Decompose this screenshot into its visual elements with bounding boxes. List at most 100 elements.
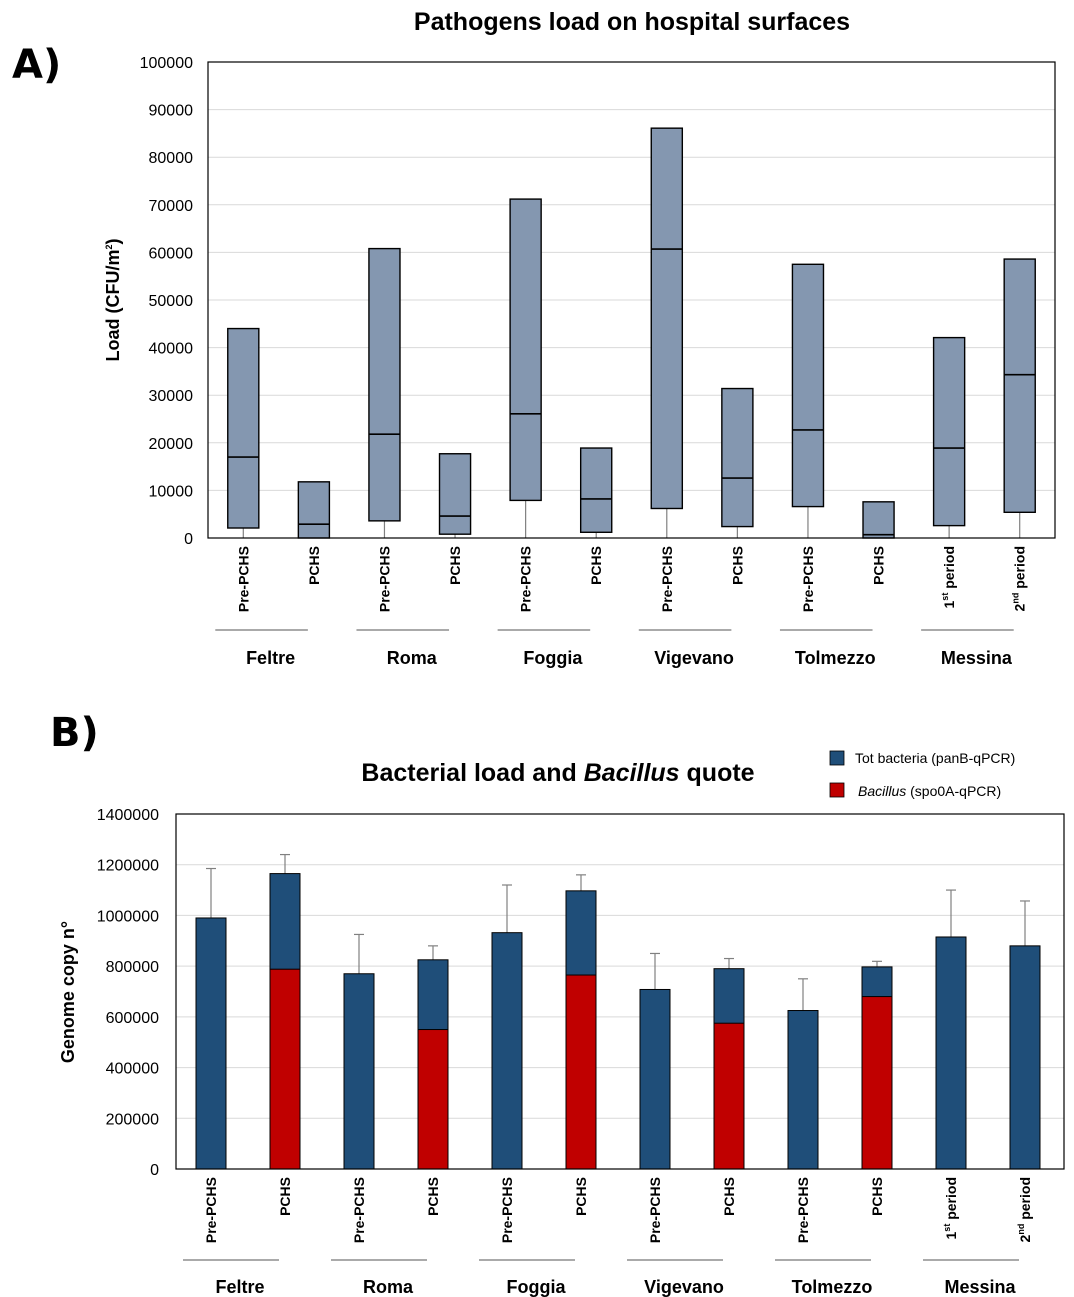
panel-b-title: Bacterial load and Bacillus quote [361,759,754,787]
group-label-roma: Roma [363,1277,414,1297]
category-label-foggia-pchs: PCHS [588,546,604,585]
category-label-vigevano-pchs: PCHS [721,1177,737,1216]
group-label-tolmezzo: Tolmezzo [792,1277,873,1297]
group-label-foggia: Foggia [507,1277,567,1297]
category-label-roma-pchs: PCHS [447,546,463,585]
category-label-suffix: period [1012,546,1028,593]
category-label-feltre-pre-pchs: Pre-PCHS [235,546,251,612]
box-messina-1st [932,336,966,527]
category-label-superscript: nd [1016,1224,1026,1235]
box-roma-pre-pchs [368,247,401,522]
category-label-text: 2 [1012,603,1028,611]
y-tick-label-400000: 400000 [106,1061,159,1078]
category-label-roma-pre-pchs: Pre-PCHS [376,546,392,612]
y-tick-label-90000: 90000 [149,103,194,120]
category-label-text: PCHS [425,1177,441,1216]
y-tick-label-0: 0 [150,1162,159,1179]
category-label-text: Pre-PCHS [795,1177,811,1243]
y-tick-label-70000: 70000 [149,198,194,215]
group-label-vigevano: Vigevano [644,1277,724,1297]
y-tick-label-1000000: 1000000 [97,908,159,925]
bar-tot-bacteria-roma-pre-pchs [343,973,375,1170]
box-vigevano-pchs [721,387,754,528]
category-label-messina-2nd: 2nd period [1016,1177,1033,1242]
y-tick-label-600000: 600000 [106,1010,159,1027]
category-label-text: Pre-PCHS [647,1177,663,1243]
legend-label-bacillus: Bacillus (spo0A-qPCR) [858,783,1001,799]
y-tick-label-200000: 200000 [106,1111,159,1128]
group-label-vigevano: Vigevano [654,648,734,668]
panel-a-boxes [227,127,1036,539]
box-roma-pchs [438,453,472,535]
category-label-text: Pre-PCHS [351,1177,367,1243]
category-label-text: PCHS [306,546,322,585]
bar-tot-bacteria-messina-1st [935,936,967,1170]
category-label-tolmezzo-pre-pchs: Pre-PCHS [795,1177,811,1243]
group-label-feltre: Feltre [215,1277,264,1297]
y-tick-label-30000: 30000 [149,388,194,405]
panel-b-legend: Tot bacteria (panB-qPCR) Bacillus (spo0A… [829,750,1015,799]
category-label-text: Pre-PCHS [235,546,251,612]
bar-tot-bacteria-messina-2nd [1009,945,1041,1170]
category-label-text: PCHS [871,546,887,585]
category-label-feltre-pchs: PCHS [306,546,322,585]
category-label-text: PCHS [721,1177,737,1216]
panel-b-x-categories: Pre-PCHS PCHS Pre-PCHS PCHS Pre-PCHS PCHS Pre-… [183,1177,1033,1297]
category-label-foggia-pchs: PCHS [573,1177,589,1216]
panel-b-y-axis-title: Genome copy n° [58,921,78,1063]
category-label-text: PCHS [447,546,463,585]
group-label-tolmezzo: Tolmezzo [795,648,876,668]
panel-b-label: B) [50,710,99,756]
bar-bacillus-foggia-pchs [565,974,597,1170]
panel-a-y-ticks: 0 10000 20000 30000 40000 50000 60000 70000 8000… [140,55,193,548]
category-label-superscript: st [940,593,950,601]
bar-tot-bacteria-tolmezzo-pre-pchs [787,1010,819,1170]
y-tick-label-20000: 20000 [149,436,194,453]
category-label-text: PCHS [729,546,745,585]
category-label-foggia-pre-pchs: Pre-PCHS [499,1177,515,1243]
category-label-text: Pre-PCHS [499,1177,515,1243]
category-label-text: 1 [943,1231,959,1239]
group-label-messina: Messina [944,1277,1016,1297]
category-label-text: Pre-PCHS [203,1177,219,1243]
category-label-tolmezzo-pchs: PCHS [871,546,887,585]
panel-a-plot-frame [207,61,1056,539]
category-label-roma-pchs: PCHS [425,1177,441,1216]
panel-b-bars [195,853,1041,1170]
category-label-messina-2nd: 2nd period [1011,546,1028,611]
legend-swatch-tot-bacteria [829,750,845,766]
box-feltre-pchs [297,481,331,539]
category-label-vigevano-pre-pchs: Pre-PCHS [659,546,675,612]
category-label-vigevano-pre-pchs: Pre-PCHS [647,1177,663,1243]
legend-label-tot-bacteria: Tot bacteria (panB-qPCR) [855,750,1015,766]
category-label-foggia-pre-pchs: Pre-PCHS [518,546,534,612]
category-label-text: Pre-PCHS [659,546,675,612]
y-tick-label-1200000: 1200000 [97,858,159,875]
panel-a-y-axis-title: Load (CFU/m2) [103,238,123,361]
bar-tot-bacteria-feltre-pre-pchs [195,917,227,1170]
category-label-vigevano-pchs: PCHS [729,546,745,585]
y-tick-label-60000: 60000 [149,245,194,262]
y-tick-label-0: 0 [184,531,193,548]
y-tick-label-40000: 40000 [149,341,194,358]
y-tick-label-100000: 100000 [140,55,193,72]
box-messina-2nd [1003,258,1036,513]
y-tick-label-800000: 800000 [106,959,159,976]
panel-b-plot-frame [175,813,1065,1170]
panel-a-title: Pathogens load on hospital surfaces [414,8,850,36]
category-label-suffix: period [943,1177,959,1224]
group-label-messina: Messina [941,648,1013,668]
category-label-messina-1st: 1st period [942,1177,959,1239]
category-label-tolmezzo-pchs: PCHS [869,1177,885,1216]
bar-bacillus-roma-pchs [417,1029,449,1170]
category-label-text: PCHS [573,1177,589,1216]
category-label-text: Pre-PCHS [518,546,534,612]
y-tick-label-50000: 50000 [149,293,194,310]
category-label-messina-1st: 1st period [940,546,957,608]
category-label-text: PCHS [277,1177,293,1216]
category-label-feltre-pchs: PCHS [277,1177,293,1216]
category-label-superscript: st [942,1224,952,1232]
category-label-text: Pre-PCHS [376,546,392,612]
category-label-text: Pre-PCHS [800,546,816,612]
